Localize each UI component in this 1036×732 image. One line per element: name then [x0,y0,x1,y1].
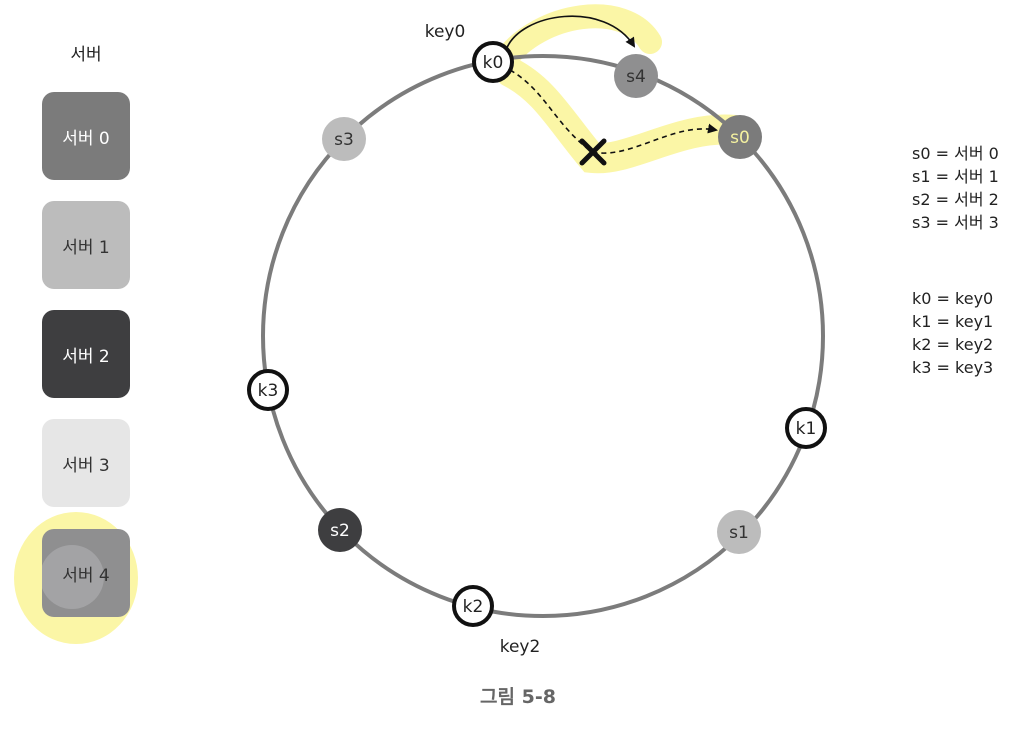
ring-node-s1-label: s1 [729,523,749,543]
server-legend-item: s1 = 서버 1 [912,165,999,188]
server-legend-item: s3 = 서버 3 [912,211,999,234]
ring-key-k2-label: k2 [463,597,484,617]
server-box-2: 서버 2 [42,310,130,398]
server-box-0-label: 서버 0 [62,124,110,149]
ring-key-k2: k2 [454,587,492,625]
key-legend-item: k2 = key2 [912,333,993,356]
ring-key-k1: k1 [787,409,825,447]
ring-node-s2: s2 [318,508,362,552]
ring-node-s4-label: s4 [626,67,646,87]
ring-key-k1-label: k1 [796,419,817,439]
server-box-4-label: 서버 4 [62,561,110,586]
key2-name-label: key2 [500,637,541,657]
server-box-1: 서버 1 [42,201,130,289]
ring-key-k0: k0 [474,43,512,81]
server-box-0: 서버 0 [42,92,130,180]
figure-caption: 그림 5-8 [418,682,618,709]
server-legend-item: s2 = 서버 2 [912,188,999,211]
key-legend: k0 = key0 k1 = key1 k2 = key2 k3 = key3 [912,287,993,379]
key-legend-item: k3 = key3 [912,356,993,379]
ring-node-s0: s0 [718,115,762,159]
server-box-3-label: 서버 3 [62,451,110,476]
ring-node-s1: s1 [717,510,761,554]
key-legend-item: k0 = key0 [912,287,993,310]
ring-node-s3: s3 [322,117,366,161]
server-box-1-label: 서버 1 [62,233,110,258]
ring-key-k0-label: k0 [483,53,504,73]
server-box-2-label: 서버 2 [62,342,110,367]
key-legend-item: k1 = key1 [912,310,993,333]
ring-node-s0-label: s0 [730,128,750,148]
server-box-3: 서버 3 [42,419,130,507]
ring-key-k3-label: k3 [258,381,279,401]
server-legend: s0 = 서버 0 s1 = 서버 1 s2 = 서버 2 s3 = 서버 3 [912,142,999,234]
ring-node-s2-label: s2 [330,521,350,541]
key0-name-label: key0 [425,22,466,42]
servers-title: 서버 [42,40,130,65]
ring-node-s3-label: s3 [334,130,354,150]
ring-node-s4: s4 [614,54,658,98]
ring-key-k3: k3 [249,371,287,409]
server-box-4: 서버 4 [42,529,130,617]
server-legend-item: s0 = 서버 0 [912,142,999,165]
